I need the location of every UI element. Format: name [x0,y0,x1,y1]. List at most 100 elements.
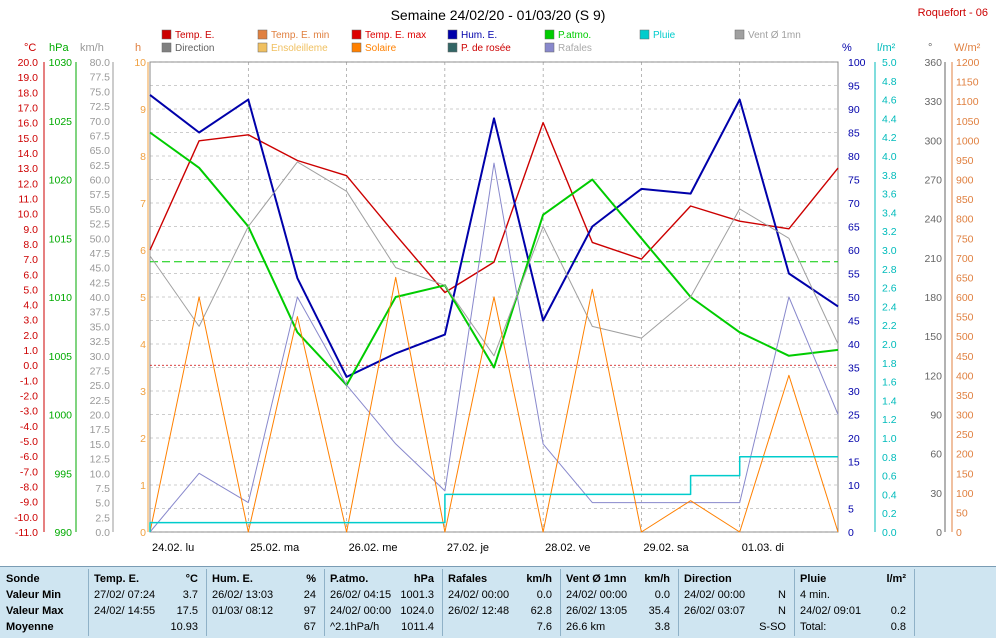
rain-axis-tick-10: 2.0 [882,339,897,351]
dir-axis-tick-6: 180 [924,292,942,304]
dir-axis-tick-0: 0 [936,527,942,539]
rain-max-date: 24/02/ 09:01 [800,603,861,619]
hum-axis-tick-10: 50 [848,292,860,304]
dir-axis-tick-10: 300 [924,135,942,147]
legend-swatch-3 [448,30,457,39]
x-label-2: 26.02. me [349,542,398,554]
wind-axis-tick-31: 77.5 [90,72,111,84]
solar-axis-tick-4: 200 [956,449,974,461]
rain-axis-tick-11: 2.2 [882,320,897,332]
sun-axis-tick-4: 4 [140,339,146,351]
solar-axis-tick-12: 600 [956,292,974,304]
hum-axis-tick-6: 30 [848,386,860,398]
hum-axis-tick-4: 20 [848,433,860,445]
sun-axis-tick-0: 0 [140,527,146,539]
press-avg: 1011.4 [401,619,434,635]
weather-chart: Semaine 24/02/20 - 01/03/20 (S 9)Roquefo… [0,0,996,566]
row-label-min: Valeur Min [6,587,61,603]
temp-axis-tick-19: 8.0 [23,239,38,251]
solar-axis-tick-17: 850 [956,194,974,206]
solar-axis-tick-24: 1200 [956,57,980,69]
wind-axis-tick-32: 80.0 [90,57,111,69]
temp-axis-tick-9: -2.0 [20,391,38,403]
legend-swatch-8 [258,43,267,52]
legend-label-1: Temp. E. min [271,30,329,41]
pressure-axis-tick-8: 1030 [49,57,73,69]
wind-axis-tick-6: 15.0 [90,439,111,451]
rain-axis-tick-24: 4.8 [882,76,897,88]
x-label-5: 29.02. sa [643,542,689,554]
x-label-1: 25.02. ma [250,542,300,554]
unit-rain: l/m² [877,42,896,54]
solar-axis-tick-18: 900 [956,175,974,187]
hum-axis-tick-12: 60 [848,245,860,257]
solar-axis-tick-8: 400 [956,370,974,382]
wind-axis-tick-3: 7.5 [95,483,110,495]
temp-axis-tick-28: 17.0 [18,102,39,114]
solar-axis-tick-13: 650 [956,272,974,284]
gust-max-val: 62.8 [531,603,552,619]
wind-axis-tick-19: 47.5 [90,248,111,260]
legend-swatch-1 [258,30,267,39]
rain-duration: 4 min. [800,587,830,603]
wind-axis-tick-4: 10.0 [90,468,111,480]
temp-axis-tick-21: 10.0 [18,209,39,221]
temp-avg: 10.93 [170,619,198,635]
dir-max-val: N [778,603,786,619]
temp-axis-tick-22: 11.0 [18,193,38,205]
pressure-axis-tick-0: 990 [54,527,72,539]
dir-axis-tick-5: 150 [924,331,942,343]
chart-title: Semaine 24/02/20 - 01/03/20 (S 9) [391,7,606,23]
wind-axis-tick-22: 55.0 [90,204,111,216]
rain-axis-tick-14: 2.8 [882,264,897,276]
wind-axis-tick-25: 62.5 [90,160,111,172]
unit-dir: ° [928,42,932,54]
wind-axis-tick-28: 70.0 [90,116,111,128]
rain-axis-tick-8: 1.6 [882,377,897,389]
solar-axis-tick-14: 700 [956,253,974,265]
temp-title: Temp. E. [94,571,139,587]
legend-label-4: P.atmo. [558,30,591,41]
rain-axis-tick-20: 4.0 [882,151,897,163]
sun-axis-tick-7: 7 [140,198,146,210]
unit-sun: h [135,42,141,54]
rain-total-label: Total: [800,619,826,635]
legend-label-11: Rafales [558,43,592,54]
sun-axis-tick-9: 9 [140,104,146,116]
dir-axis-tick-1: 30 [930,488,942,500]
wind-axis-tick-26: 65.0 [90,145,111,157]
temp-axis-tick-3: -8.0 [20,482,38,494]
temp-axis-tick-6: -5.0 [20,436,38,448]
wind-axis-tick-24: 60.0 [90,175,111,187]
legend-swatch-5 [640,30,649,39]
pressure-axis-tick-1: 995 [54,468,72,480]
hum-axis-tick-2: 10 [848,480,860,492]
wind-axis-tick-2: 5.0 [95,498,110,510]
legend-swatch-7 [162,43,171,52]
unit-temp: °C [24,42,36,54]
legend-label-6: Vent Ø 1mn [748,30,801,41]
hum-axis-tick-18: 90 [848,104,860,116]
wind-axis-tick-1: 2.5 [95,512,110,524]
gust-avg: 7.6 [537,619,552,635]
solar-axis-tick-23: 1150 [956,77,979,89]
solar-axis-tick-7: 350 [956,390,974,402]
dir-axis-tick-8: 240 [924,214,942,226]
hum-axis-tick-3: 15 [848,457,860,469]
press-max-date: 24/02/ 00:00 [330,603,391,619]
sun-axis-tick-5: 5 [140,292,146,304]
temp-axis-tick-5: -6.0 [20,451,38,463]
wind-axis-tick-29: 72.5 [90,101,111,113]
hum-axis-tick-9: 45 [848,316,860,328]
hum-max-val: 97 [304,603,316,619]
solar-axis-tick-3: 150 [956,468,974,480]
legend-label-8: Ensoleilleme [271,43,328,54]
rain-axis-tick-6: 1.2 [882,414,897,426]
unit-wind: km/h [80,42,104,54]
wind-avg: 3.8 [655,619,670,635]
hum-axis-tick-20: 100 [848,57,866,69]
rain-axis-tick-9: 1.8 [882,358,897,370]
